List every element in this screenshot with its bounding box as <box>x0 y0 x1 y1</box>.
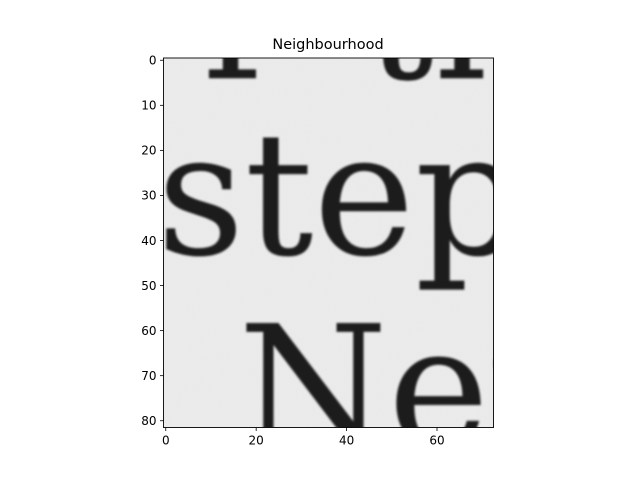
y-tick-label: 60 <box>141 324 156 338</box>
plot-frame <box>163 57 494 428</box>
y-tick-label: 70 <box>141 369 156 383</box>
y-tick-label: 0 <box>149 54 157 68</box>
image-text-fragment-0: r <box>202 0 284 119</box>
x-axis: 0 20 40 60 <box>162 427 445 448</box>
y-axis: 0 10 20 30 40 50 60 70 80 <box>141 54 164 428</box>
x-tick-label: 60 <box>429 434 444 448</box>
y-tick-label: 80 <box>141 414 156 428</box>
image-text-fragment-2: step <box>157 96 525 295</box>
image-text-fragment-1: th <box>365 0 544 119</box>
y-tick-label: 20 <box>141 144 156 158</box>
image-text-fragment-3: Net <box>238 290 558 480</box>
y-tick-label: 30 <box>141 189 156 203</box>
x-tick-label: 0 <box>162 434 170 448</box>
y-tick-label: 10 <box>141 99 156 113</box>
image-grain <box>163 58 494 428</box>
y-tick-label: 40 <box>141 234 156 248</box>
chart-title: Neighbourhood <box>272 37 383 53</box>
x-tick-label: 40 <box>339 434 354 448</box>
x-tick-label: 20 <box>249 434 264 448</box>
y-tick-label: 50 <box>141 279 156 293</box>
